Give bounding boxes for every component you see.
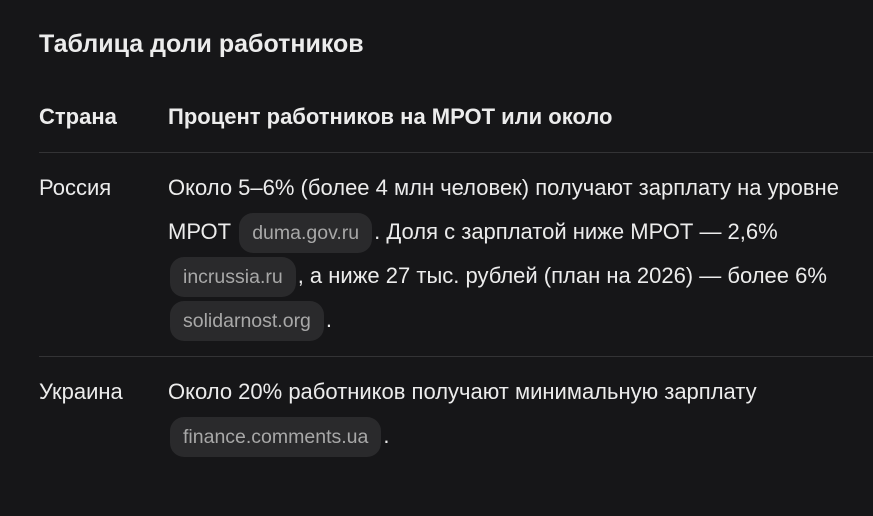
source-link-chip[interactable]: duma.gov.ru [239, 213, 373, 254]
cell-text: . Доля с зарплатой ниже МРОТ — 2,6% [374, 219, 778, 244]
percent-cell: Около 20% работников получают минимальну… [168, 357, 873, 473]
cell-text: . [325, 307, 333, 332]
country-cell: Украина [39, 379, 123, 404]
workers-share-table: Страна Процент работников на МРОТ или ок… [39, 98, 873, 472]
section-title: Таблица доли работников [39, 30, 364, 58]
percent-cell: Около 5–6% (более 4 млн человек) получаю… [168, 153, 873, 357]
table-row: Россия Около 5–6% (более 4 млн человек) п… [39, 152, 873, 357]
cell-text: Около 20% работников получают минимальну… [168, 379, 757, 404]
column-header-percent: Процент работников на МРОТ или около [168, 104, 613, 129]
cell-text: , а ниже 27 тыс. рублей (план на 2026) —… [297, 263, 827, 288]
source-link-chip[interactable]: solidarnost.org [170, 301, 324, 342]
source-link-chip[interactable]: finance.comments.ua [170, 417, 382, 458]
country-cell: Россия [39, 175, 112, 200]
source-link-chip[interactable]: incrussia.ru [170, 257, 296, 298]
column-header-country: Страна [39, 104, 117, 129]
cell-text: Около 5–6% (более 4 млн человек) получаю… [168, 175, 839, 244]
table-header-row: Страна Процент работников на МРОТ или ок… [39, 98, 873, 153]
table-row: Украина Около 20% работников получают мин… [39, 356, 873, 473]
cell-text: . [383, 423, 390, 448]
